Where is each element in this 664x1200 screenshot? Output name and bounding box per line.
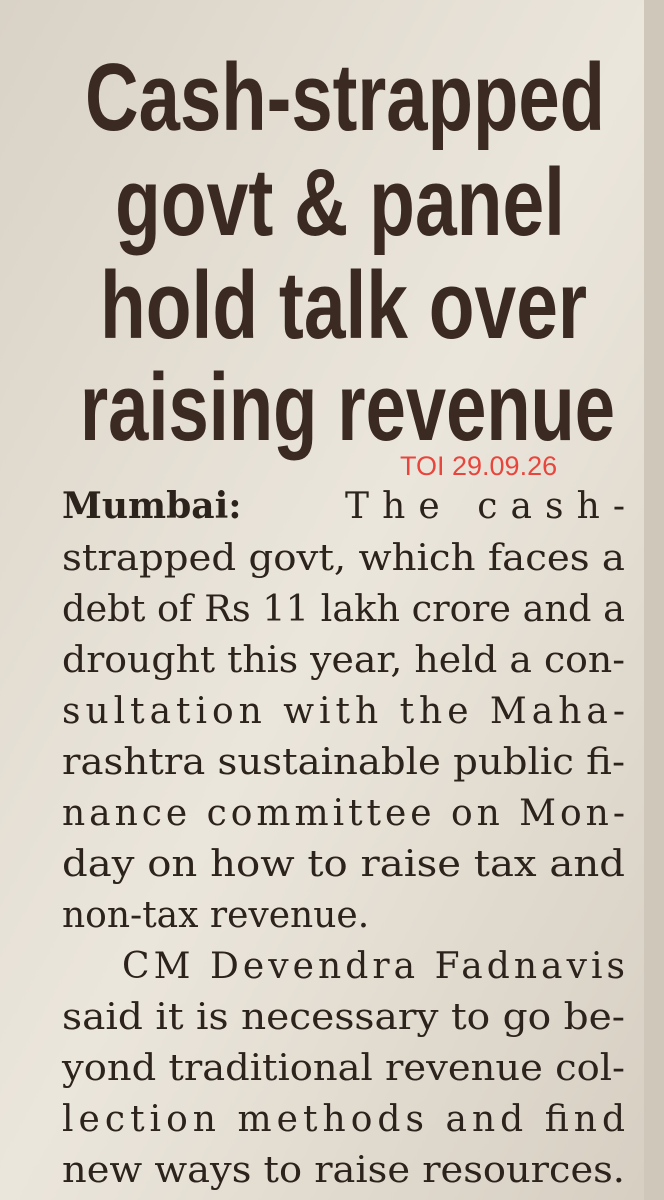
body-line: non-tax revenue. [62,895,369,936]
article: Mumbai: The cash- strapped govt, which f… [61,485,625,1191]
body-line: nance committee on Mon- [62,793,625,834]
headline-line: hold talk over [100,252,587,359]
body-line: rashtra sustainable public fi- [62,742,625,783]
body-line: strapped govt, which faces a [62,538,625,579]
body-line: day on how to raise tax and [62,844,625,885]
headline-line: govt & panel [115,149,565,256]
headline: Cash-strapped govt & panel hold talk ove… [80,44,615,461]
dateline: Mumbai: [62,485,242,527]
body-line: CM Devendra Fadnavis [122,946,625,987]
date-stamp: TOI 29.09.26 [400,451,557,481]
body-line: debt of Rs 11 lakh crore and a [62,589,625,630]
body-line: yond traditional revenue col- [61,1048,625,1089]
body-line: lection methods and find [62,1099,625,1140]
paper-edge [644,0,664,1200]
body-line: sultation with the Maha- [62,691,625,732]
body-line: drought this year, held a con- [62,640,625,681]
body-line: said it is necessary to go be- [62,997,625,1038]
body-line: new ways to raise resources. [62,1150,625,1191]
headline-line: raising revenue [80,354,615,461]
headline-line: Cash-strapped [85,44,605,151]
body-line: The cash- [345,486,625,527]
